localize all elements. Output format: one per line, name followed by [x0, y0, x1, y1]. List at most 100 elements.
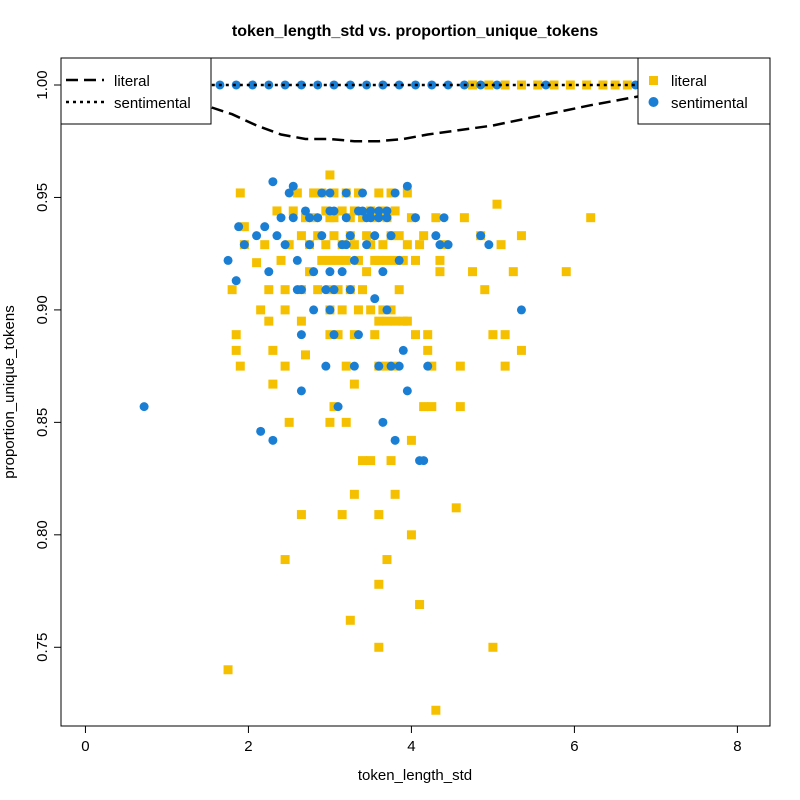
point-sentimental: [341, 188, 351, 198]
point-literal: [500, 361, 510, 371]
point-literal: [382, 255, 392, 265]
point-literal: [516, 345, 526, 355]
point-sentimental: [309, 267, 319, 277]
point-literal: [231, 330, 241, 340]
point-sentimental: [317, 231, 327, 241]
point-literal: [341, 361, 351, 371]
point-sentimental: [252, 231, 262, 241]
point-literal: [394, 285, 404, 295]
point-literal: [280, 305, 290, 315]
point-sentimental: [300, 206, 310, 216]
point-sentimental: [370, 231, 380, 241]
y-tick-label: 0.85: [34, 408, 51, 437]
point-sentimental: [402, 181, 412, 191]
point-sentimental: [476, 231, 486, 241]
point-literal: [288, 206, 298, 216]
point-literal: [419, 402, 429, 412]
point-literal: [313, 285, 323, 295]
point-literal: [374, 316, 384, 326]
point-literal: [423, 330, 433, 340]
point-literal: [549, 80, 559, 90]
point-sentimental: [239, 240, 249, 250]
point-literal: [345, 615, 355, 625]
point-sentimental: [349, 361, 359, 371]
point-literal: [264, 316, 274, 326]
point-sentimental: [341, 240, 351, 250]
point-literal: [296, 510, 306, 520]
point-literal: [325, 170, 335, 180]
point-literal: [451, 503, 461, 513]
point-literal: [394, 231, 404, 241]
y-tick-label: 0.95: [34, 183, 51, 212]
point-literal: [390, 316, 400, 326]
point-sentimental: [296, 285, 306, 295]
point-sentimental: [345, 231, 355, 241]
point-sentimental: [382, 305, 392, 315]
point-literal: [370, 330, 380, 340]
x-tick-label: 2: [244, 738, 252, 755]
point-literal: [256, 305, 266, 315]
point-literal: [598, 80, 608, 90]
point-literal: [272, 206, 282, 216]
point-sentimental: [325, 305, 335, 315]
point-sentimental: [139, 402, 149, 412]
x-tick-label: 6: [570, 738, 578, 755]
point-literal: [516, 231, 526, 241]
point-sentimental: [353, 330, 363, 340]
point-literal: [296, 316, 306, 326]
point-literal: [252, 258, 262, 268]
point-sentimental: [390, 435, 400, 445]
point-literal: [231, 345, 241, 355]
point-sentimental: [325, 267, 335, 277]
point-literal: [402, 188, 412, 198]
point-sentimental: [358, 188, 368, 198]
point-sentimental: [516, 305, 526, 315]
point-literal: [260, 240, 270, 250]
point-sentimental: [329, 285, 339, 295]
point-sentimental: [492, 80, 502, 90]
point-sentimental: [390, 188, 400, 198]
point-literal: [239, 222, 249, 232]
point-sentimental: [366, 206, 376, 216]
point-literal: [508, 267, 518, 277]
x-tick-label: 4: [407, 738, 415, 755]
point-literal: [431, 213, 441, 223]
y-axis-label: proportion_unique_tokens: [1, 305, 18, 478]
y-tick-label: 0.75: [34, 633, 51, 662]
legend-marker-sentimental-swatch: [648, 97, 659, 107]
point-literal: [488, 330, 498, 340]
point-literal: [325, 417, 335, 427]
point-literal: [366, 305, 376, 315]
point-literal: [533, 80, 543, 90]
point-literal: [292, 188, 302, 198]
point-sentimental: [256, 426, 266, 436]
point-sentimental: [268, 177, 278, 187]
y-tick-label: 0.80: [34, 520, 51, 549]
point-sentimental: [296, 386, 306, 396]
point-literal: [374, 642, 384, 652]
point-literal: [337, 510, 347, 520]
point-literal: [264, 285, 274, 295]
point-literal: [455, 361, 465, 371]
point-sentimental: [378, 267, 388, 277]
plot-area-frame: [60, 57, 771, 727]
point-literal: [500, 330, 510, 340]
point-literal: [296, 231, 306, 241]
point-sentimental: [443, 240, 453, 250]
point-literal: [280, 555, 290, 565]
point-literal: [459, 213, 469, 223]
lines-layer: [211, 83, 640, 143]
point-sentimental: [431, 231, 441, 241]
point-literal: [276, 255, 286, 265]
point-literal: [309, 188, 319, 198]
point-literal: [374, 579, 384, 589]
point-literal: [353, 305, 363, 315]
point-literal: [358, 285, 368, 295]
point-literal: [406, 530, 416, 540]
point-sentimental: [296, 330, 306, 340]
point-sentimental: [394, 80, 404, 90]
legend-line-sentimental-label: sentimental: [114, 95, 191, 112]
point-sentimental: [284, 188, 294, 198]
point-literal: [362, 267, 372, 277]
point-sentimental: [386, 231, 396, 241]
